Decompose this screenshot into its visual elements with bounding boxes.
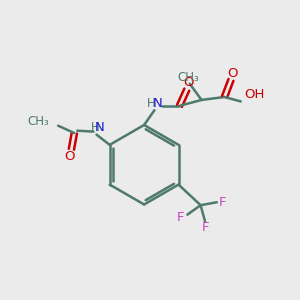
Text: F: F: [201, 221, 209, 234]
Text: CH₃: CH₃: [28, 115, 49, 128]
Text: N: N: [152, 97, 162, 110]
Text: H: H: [91, 121, 99, 134]
Text: O: O: [227, 67, 238, 80]
Text: O: O: [65, 150, 75, 163]
Text: N: N: [94, 121, 104, 134]
Text: OH: OH: [244, 88, 265, 100]
Text: H: H: [147, 97, 156, 110]
Text: F: F: [219, 196, 226, 209]
Text: F: F: [177, 211, 184, 224]
Text: O: O: [183, 76, 194, 89]
Text: CH₃: CH₃: [177, 71, 199, 84]
